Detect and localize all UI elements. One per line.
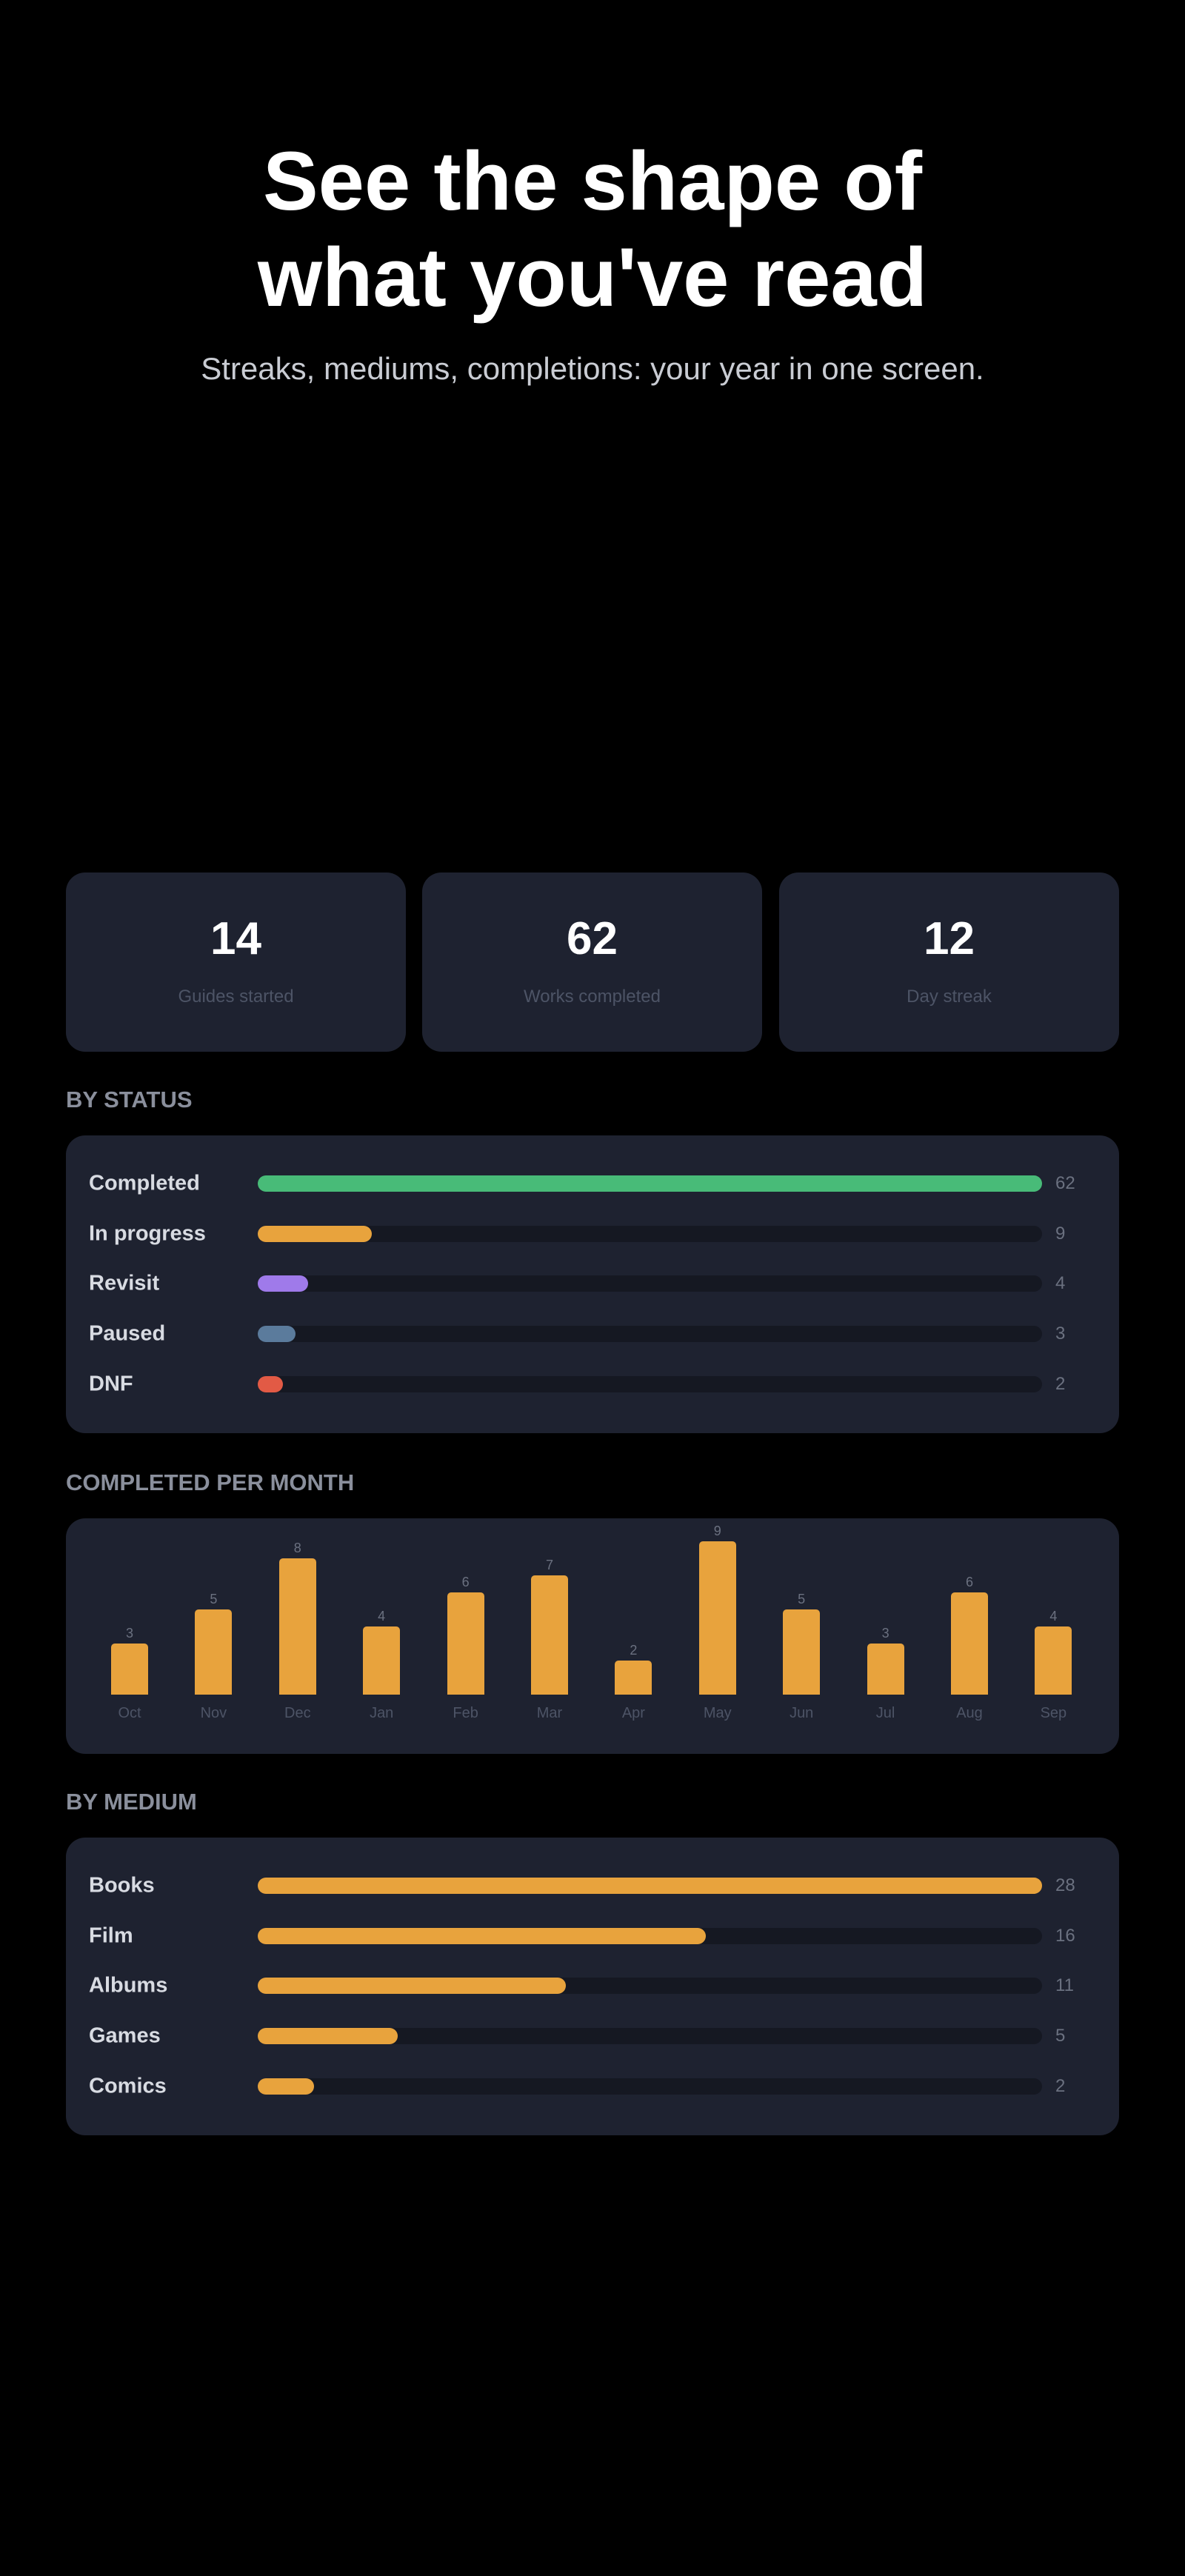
value-label: 5 [1055,2026,1066,2046]
stat-label: Day streak [907,987,992,1007]
x-tick-label: Aug [956,1705,983,1721]
bar [447,1592,484,1695]
bar [951,1592,988,1695]
bar-track [258,1878,1042,1894]
row-label: Film [89,1923,133,1948]
value-label: 6 [461,1575,470,1589]
bar [111,1644,148,1695]
bar [783,1609,821,1695]
bar-track [258,1375,1042,1392]
value-label: 2 [1055,1373,1066,1394]
stat-value: 14 [210,913,261,964]
bar [531,1575,568,1695]
x-tick-label: Jan [370,1705,394,1721]
x-tick-label: Jun [790,1705,814,1721]
bar [258,2078,314,2095]
value-label: 5 [210,1592,218,1606]
value-label: 9 [1055,1223,1066,1244]
row-label: Completed [89,1171,200,1195]
value-label: 4 [1055,1273,1066,1294]
x-tick-label: Feb [453,1705,478,1721]
bar [258,1978,567,1995]
value-label: 16 [1055,1925,1075,1946]
value-label: 3 [881,1626,889,1641]
section-title: BY MEDIUM [66,1789,197,1815]
stat-card: 62 Works completed [422,872,762,1052]
value-label: 6 [965,1575,973,1589]
stat-value: 12 [924,913,975,964]
x-tick-label: Nov [200,1705,227,1721]
chart-card: Books 28 Film 16 Albums 11 Games 5 Comics 2 [66,1838,1119,2135]
chart-card: 3 Oct 5 Nov 8 Dec 4 Jan 6 Feb 7 Mar 2 Apr 9 May 5 Jun 3 Jul… [66,1518,1119,1754]
row-label: Albums [89,1973,168,1998]
bar [278,1558,316,1695]
stat-label: Guides started [178,987,294,1007]
stat-card: 14 Guides started [66,872,406,1052]
value-label: 3 [1055,1324,1066,1344]
x-tick-label: Sep [1040,1705,1067,1721]
x-tick-label: May [703,1705,732,1721]
value-label: 2 [630,1643,638,1658]
title: See the shape of what you've read [257,135,928,324]
section-title: BY STATUS [66,1087,193,1112]
bar-track [258,1275,1042,1292]
bar-track [258,2028,1042,2045]
bar-track [258,1927,1042,1944]
value-label: 4 [1049,1609,1058,1624]
x-tick-label: Jul [875,1705,895,1721]
value-label: 8 [293,1541,301,1555]
row-label: Paused [89,1321,166,1346]
value-label: 62 [1055,1173,1075,1193]
value-label: 7 [545,1558,553,1572]
bar [258,1275,309,1292]
row-label: Comics [89,2074,167,2098]
stat-label: Works completed [524,987,661,1007]
x-tick-label: Mar [536,1705,563,1721]
chart-card: Completed 62 In progress 9 Revisit 4 Paused 3 DN… [66,1135,1119,1433]
value-label: 3 [125,1626,133,1641]
bar-track [258,1978,1042,1995]
row-label: DNF [89,1372,133,1396]
row-label: Games [89,2023,161,2048]
bar [698,1541,736,1695]
value-label: 4 [378,1609,386,1624]
stat-card: 12 Day streak [779,872,1119,1052]
bar-track [258,1175,1042,1192]
row-label: Books [89,1873,155,1898]
x-tick-label: Oct [118,1705,141,1721]
value-label: 2 [1055,2075,1066,2096]
bar [258,1225,372,1242]
value-label: 9 [713,1524,721,1538]
x-tick-label: Apr [621,1705,645,1721]
value-label: 28 [1055,1875,1075,1895]
bar [258,1927,707,1944]
bar-track [258,2078,1042,2095]
value-label: 5 [798,1592,806,1606]
bar [195,1609,233,1695]
section-title: COMPLETED PER MONTH [66,1469,355,1495]
bar [615,1661,652,1695]
bar [258,1878,1042,1894]
bar [867,1644,904,1695]
bar [258,1375,284,1392]
bar [258,2028,398,2045]
subtitle: Streaks, mediums, completions: your year… [201,351,984,386]
bar [1035,1626,1072,1695]
bar [258,1175,1042,1192]
bar [363,1626,401,1695]
bar-track [258,1225,1042,1242]
x-tick-label: Dec [284,1705,311,1721]
row-label: In progress [89,1221,206,1246]
stat-value: 62 [567,913,618,964]
bar [258,1326,296,1343]
row-label: Revisit [89,1271,160,1295]
value-label: 11 [1055,1975,1074,1996]
bar-track [258,1326,1042,1343]
